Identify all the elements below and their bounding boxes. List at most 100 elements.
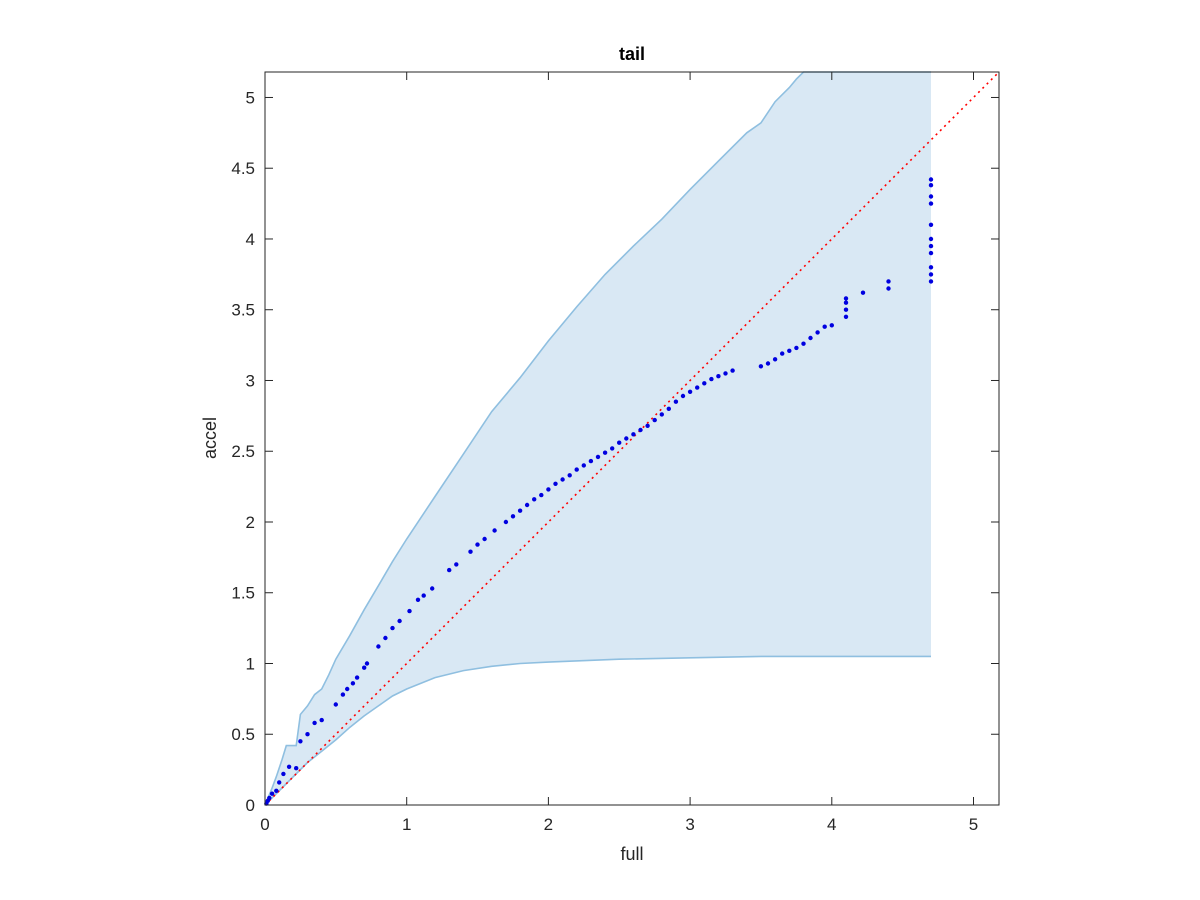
data-point xyxy=(723,371,728,376)
band-upper-edge xyxy=(264,71,931,806)
y-tick-label: 2.5 xyxy=(231,442,255,461)
y-tick-label: 0.5 xyxy=(231,725,255,744)
reference-line xyxy=(264,71,1000,806)
data-point xyxy=(397,618,402,624)
data-point xyxy=(709,376,714,382)
data-point xyxy=(928,236,934,242)
axes-box xyxy=(264,71,1000,806)
data-point xyxy=(687,389,693,394)
y-tick-label: 5 xyxy=(246,88,255,107)
data-point xyxy=(454,562,459,567)
y-tick-label: 0 xyxy=(246,796,255,815)
data-point xyxy=(421,593,426,598)
data-point xyxy=(673,399,679,404)
data-point xyxy=(269,791,275,796)
chart-title: tail xyxy=(619,44,645,64)
data-point xyxy=(702,381,707,386)
data-point xyxy=(801,341,806,346)
y-tick-label: 4 xyxy=(246,230,255,249)
data-point xyxy=(350,681,356,686)
x-tick-label: 1 xyxy=(402,815,411,834)
data-point xyxy=(588,458,594,464)
data-point xyxy=(305,732,310,737)
data-point xyxy=(794,345,799,351)
data-point xyxy=(447,567,452,573)
data-point xyxy=(928,243,934,249)
data-point xyxy=(928,201,934,206)
data-point xyxy=(524,502,530,508)
data-points xyxy=(264,177,934,806)
data-point xyxy=(822,324,827,329)
data-point xyxy=(345,686,350,692)
data-point xyxy=(829,323,834,328)
data-point xyxy=(354,675,360,680)
data-point xyxy=(340,692,346,697)
axes xyxy=(264,71,1000,806)
data-point xyxy=(376,644,381,649)
x-axis-label: full xyxy=(620,844,643,864)
x-tick-label: 5 xyxy=(969,815,978,834)
data-point xyxy=(631,432,636,437)
data-point xyxy=(546,487,551,492)
confidence-band xyxy=(264,71,931,806)
data-point xyxy=(553,481,558,486)
data-point xyxy=(383,635,388,641)
data-point xyxy=(277,780,282,785)
data-point xyxy=(928,272,934,277)
data-point xyxy=(659,412,664,417)
data-point xyxy=(286,764,292,769)
data-point xyxy=(645,423,650,428)
data-point xyxy=(468,549,473,554)
y-tick-label: 3 xyxy=(246,371,255,390)
data-point xyxy=(928,265,934,270)
data-point xyxy=(415,597,421,602)
data-point xyxy=(765,361,771,366)
data-point xyxy=(772,357,778,362)
data-point xyxy=(319,717,324,723)
data-point xyxy=(492,528,497,533)
data-point xyxy=(860,290,866,295)
data-point xyxy=(815,330,820,335)
data-point xyxy=(482,536,487,542)
data-point xyxy=(567,473,572,478)
data-point xyxy=(787,348,792,353)
data-point xyxy=(267,795,272,801)
data-point xyxy=(843,296,849,301)
data-point xyxy=(333,702,338,707)
data-point xyxy=(390,625,395,631)
data-point xyxy=(539,492,544,498)
data-point xyxy=(574,467,579,472)
data-point xyxy=(595,454,601,460)
data-point xyxy=(510,514,516,519)
y-axis-label: accel xyxy=(200,417,220,459)
y-tick-label: 2 xyxy=(246,513,255,532)
y-tick-label: 4.5 xyxy=(231,159,255,178)
data-point xyxy=(294,766,299,771)
data-point xyxy=(312,720,317,726)
tick-labels: 0 1 2 3 4 5 0 0.5 1 1.5 2 2.5 3 3.5 4 4.5 5 xyxy=(231,88,978,834)
data-point xyxy=(610,446,615,451)
data-point xyxy=(695,385,700,390)
data-point xyxy=(503,519,509,525)
data-point xyxy=(532,497,537,502)
band-fill xyxy=(265,72,931,805)
reference-diagonal xyxy=(264,71,1000,806)
data-point xyxy=(362,665,367,670)
data-point xyxy=(843,314,849,319)
data-point xyxy=(928,250,934,256)
data-point xyxy=(624,436,629,441)
data-point xyxy=(274,788,279,793)
data-point xyxy=(928,194,934,199)
data-point xyxy=(281,771,286,777)
data-point xyxy=(808,335,813,341)
data-point xyxy=(843,307,849,312)
data-point xyxy=(928,177,934,182)
y-tick-label: 1 xyxy=(246,654,255,673)
data-point xyxy=(886,279,891,284)
data-point xyxy=(843,300,849,305)
data-point xyxy=(652,417,657,423)
y-tick-label: 3.5 xyxy=(231,301,255,320)
data-point xyxy=(716,374,721,379)
data-point xyxy=(928,222,934,227)
